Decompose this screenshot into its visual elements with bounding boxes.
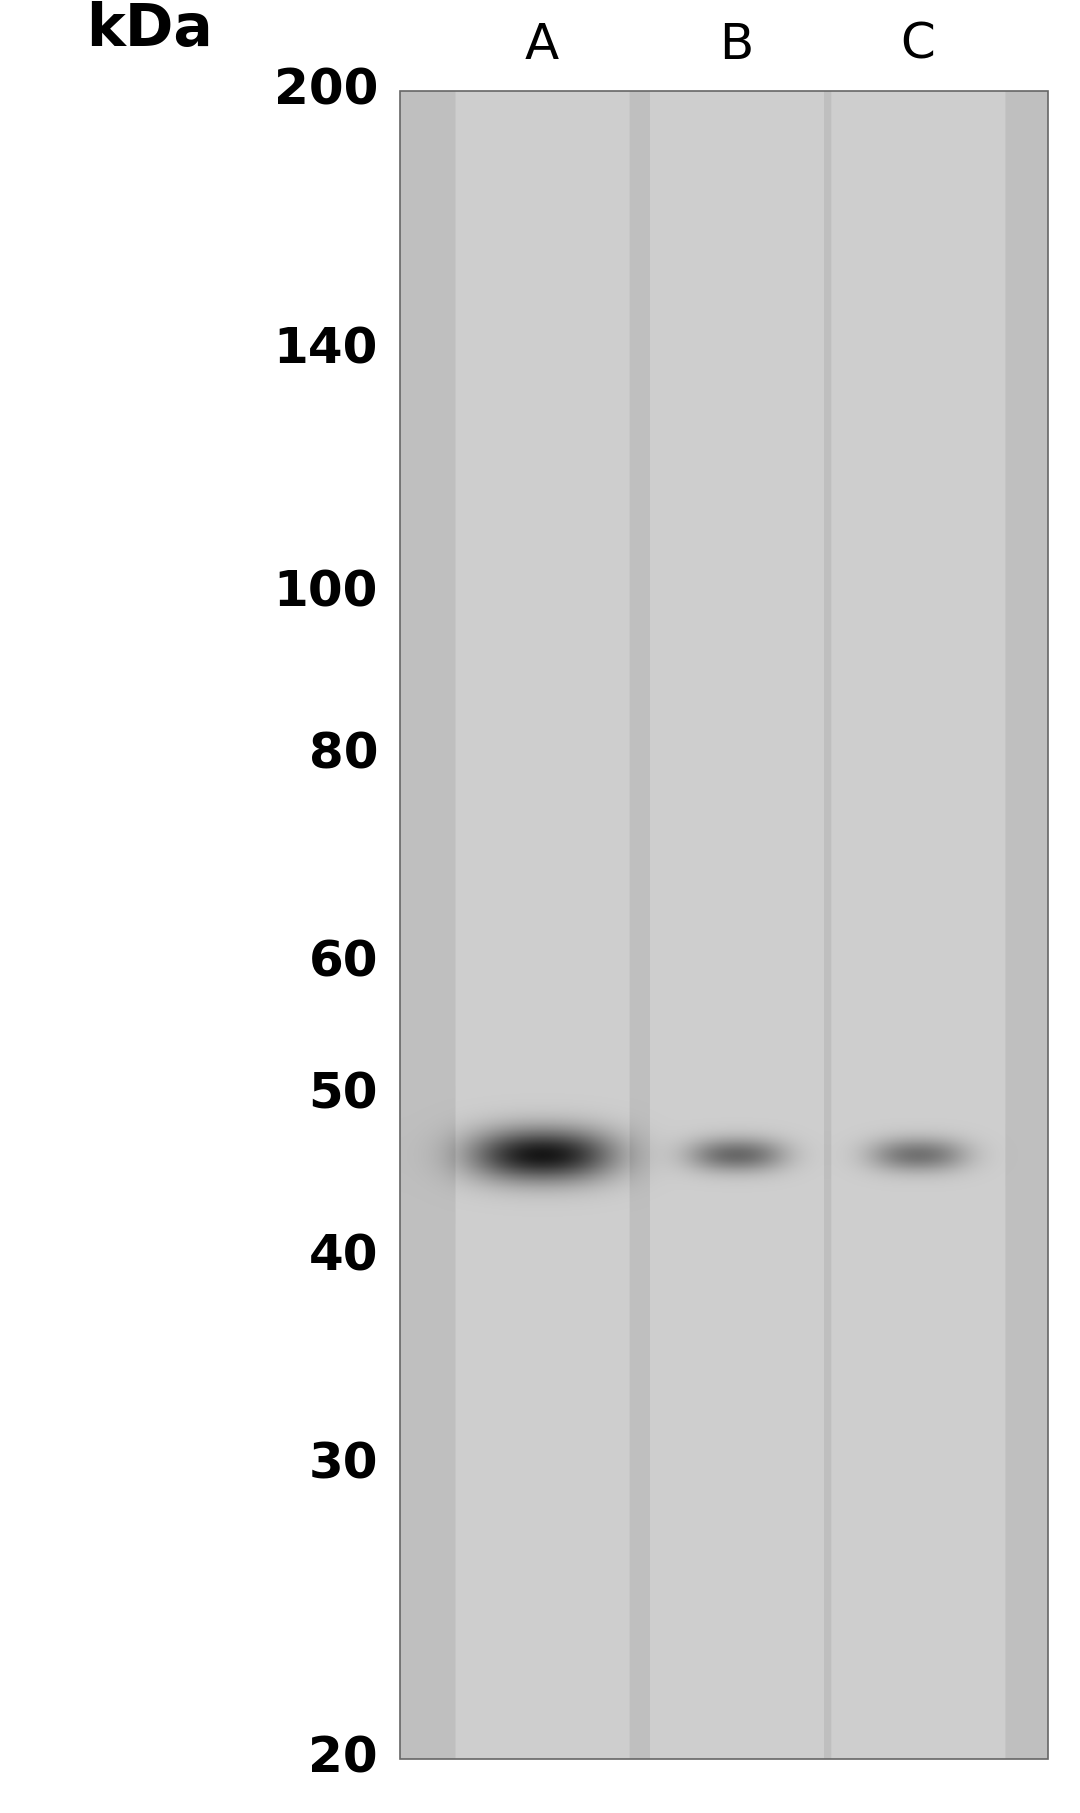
- Text: C: C: [901, 22, 935, 69]
- Text: 20: 20: [309, 1735, 378, 1782]
- Text: A: A: [525, 22, 559, 69]
- Text: 40: 40: [309, 1233, 378, 1280]
- Text: 50: 50: [309, 1071, 378, 1119]
- Text: 80: 80: [309, 731, 378, 778]
- Text: 140: 140: [273, 325, 378, 373]
- Text: 200: 200: [273, 67, 378, 114]
- Text: 30: 30: [309, 1441, 378, 1488]
- Text: 100: 100: [273, 569, 378, 616]
- Bar: [400, 91, 1048, 1759]
- Text: 60: 60: [309, 939, 378, 986]
- Text: kDa: kDa: [86, 2, 213, 58]
- Text: B: B: [719, 22, 754, 69]
